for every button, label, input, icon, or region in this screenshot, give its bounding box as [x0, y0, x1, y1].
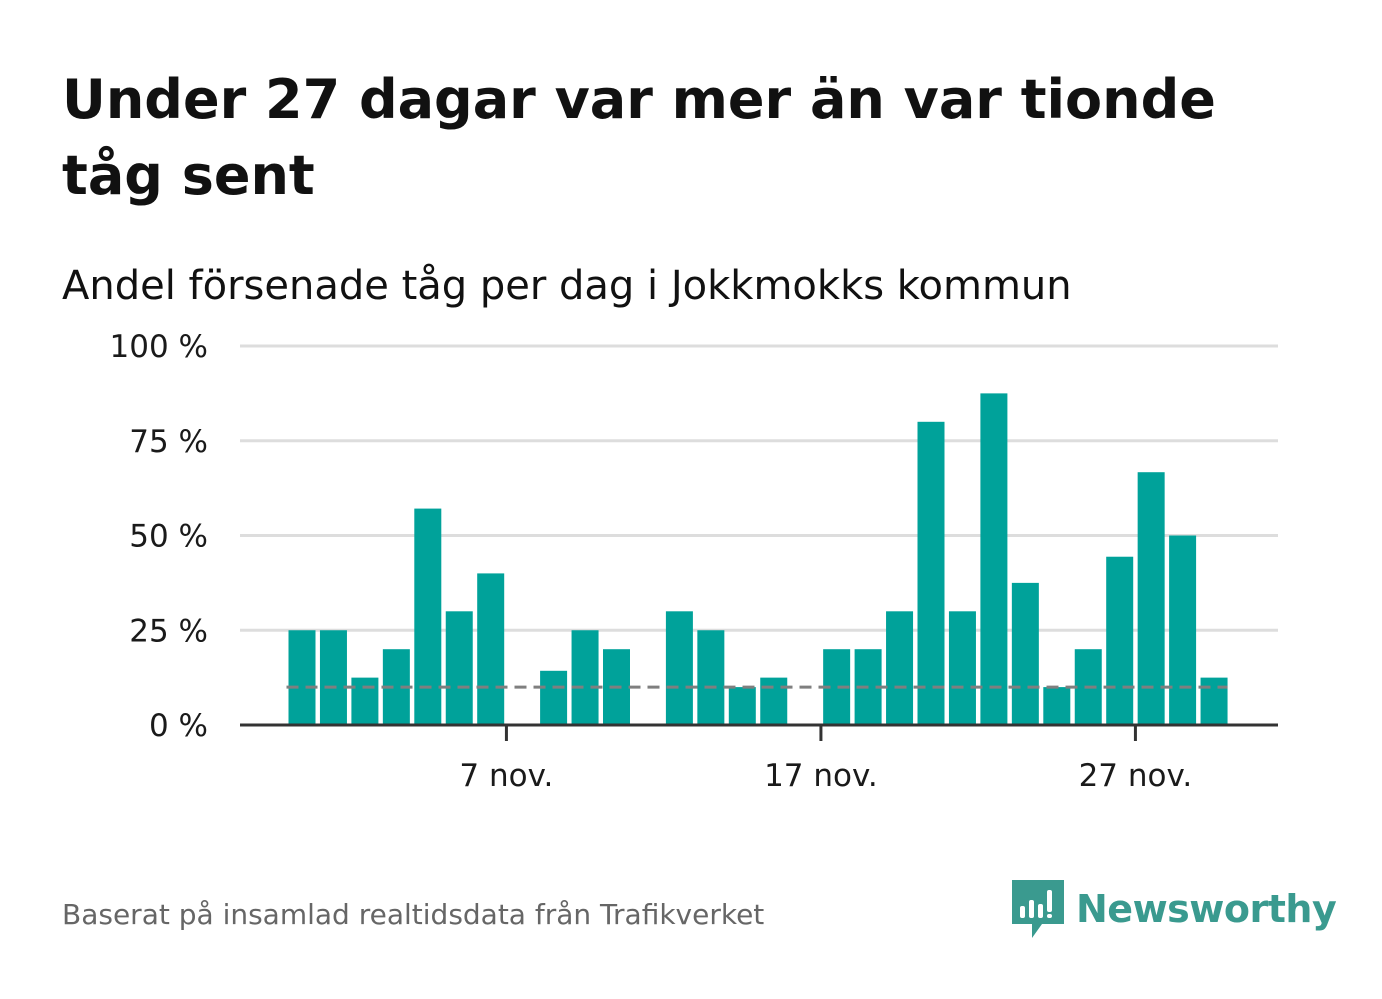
- x-tick-label: 17 nov.: [764, 758, 878, 794]
- bar: [665, 611, 693, 725]
- brand-name: Newsworthy: [1076, 887, 1337, 931]
- bar: [980, 393, 1008, 725]
- y-tick-label: 0 %: [149, 708, 208, 744]
- bar: [1011, 582, 1039, 725]
- axes: 0 % 25 % 50 % 75 % 100 % 7 nov. 17 nov. 27 nov.: [110, 329, 1278, 794]
- bar: [917, 421, 945, 725]
- bar: [351, 677, 379, 725]
- bar: [886, 611, 914, 725]
- y-tick-label: 100 %: [110, 329, 208, 365]
- bars: [288, 393, 1228, 725]
- bar: [697, 630, 725, 725]
- bar: [319, 630, 347, 725]
- bar: [477, 573, 505, 725]
- brand-logo[interactable]: Newsworthy: [1012, 880, 1337, 938]
- bar: [728, 687, 756, 725]
- bar: [1106, 556, 1134, 725]
- newsworthy-bars-icon: [1012, 880, 1064, 938]
- bar: [540, 670, 568, 725]
- chart-title: Under 27 dagar var mer än var tionde tåg…: [62, 68, 1216, 207]
- bar-chart: 0 % 25 % 50 % 75 % 100 % 7 nov. 17 nov. 27 nov.: [110, 329, 1278, 794]
- bar: [288, 630, 316, 725]
- bar: [1169, 535, 1197, 725]
- chart-subtitle: Andel försenade tåg per dag i Jokkmokks …: [62, 263, 1072, 309]
- bar: [414, 508, 442, 725]
- bar: [1043, 687, 1071, 725]
- source-note: Baserat på insamlad realtidsdata från Tr…: [62, 898, 765, 931]
- bar: [1137, 472, 1165, 725]
- bar: [948, 611, 976, 725]
- bar: [1200, 677, 1228, 725]
- x-tick-label: 27 nov.: [1079, 758, 1193, 794]
- bar: [571, 630, 599, 725]
- bar: [760, 677, 788, 725]
- x-tick-label: 7 nov.: [459, 758, 553, 794]
- y-tick-label: 25 %: [129, 613, 208, 649]
- grid-lines: [240, 344, 1278, 632]
- bar: [445, 611, 473, 725]
- y-tick-label: 50 %: [129, 519, 208, 555]
- y-tick-label: 75 %: [129, 424, 208, 460]
